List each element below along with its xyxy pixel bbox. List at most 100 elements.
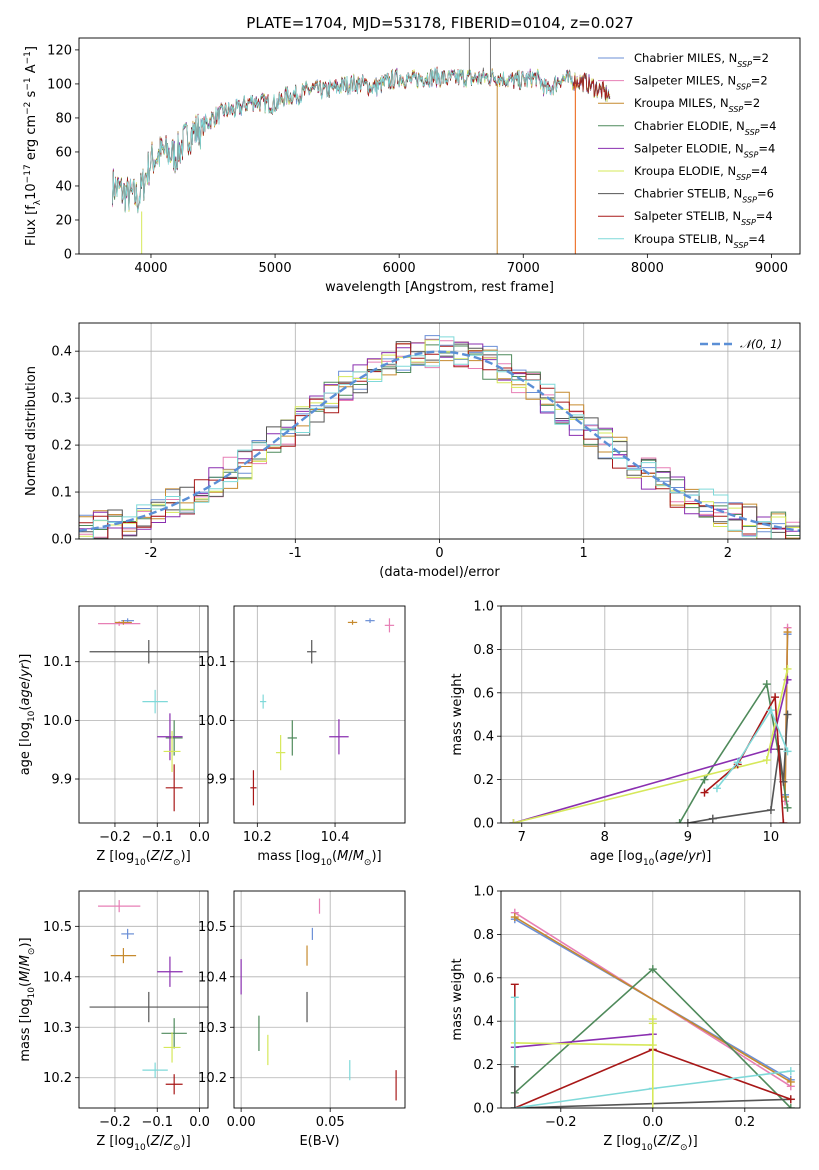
weight-marker: [762, 680, 771, 689]
axes-frame: [500, 890, 801, 1109]
axes-frame: [78, 322, 801, 540]
y-tick-label: 0.2: [473, 1058, 494, 1073]
errorbar-chabrier_elodie: [165, 720, 183, 756]
errorbar-salpeter_stelib: [250, 770, 257, 806]
y-tick-label: 10.3: [198, 1021, 227, 1036]
weight-line-salpeter_elodie: [513, 679, 789, 823]
legend-label: Chabrier ELODIE, NSSP=4: [634, 119, 776, 137]
errorbar-salpeter_elodie: [157, 713, 183, 761]
errorbar-kroupa_miles: [347, 620, 358, 625]
x-tick-label: 2: [724, 546, 732, 561]
y-tick-label: 1.0: [473, 600, 494, 615]
x-tick-label: −0.2: [99, 1115, 131, 1130]
x-tick-label: 8: [601, 830, 609, 845]
weight-line-chabrier_elodie: [678, 681, 789, 823]
errorbar-kroupa_miles: [114, 620, 132, 625]
weight-marker: [733, 758, 742, 767]
y-tick-label: 10.2: [198, 1071, 227, 1086]
errorbar-salpeter_stelib: [165, 1074, 183, 1095]
errorbar-kroupa_stelib: [142, 1062, 168, 1078]
axes-frame: [78, 37, 801, 255]
weight-marker: [675, 819, 684, 823]
y-tick-label: 9.9: [51, 773, 72, 788]
y-axis-label: mass [log10(M/M⊙)]: [18, 937, 37, 1061]
grid: [79, 606, 208, 823]
y-tick-label: 10.3: [43, 1021, 72, 1036]
x-tick-label: 6000: [383, 261, 416, 276]
x-axis-label: age [log10(age/yr)]: [590, 849, 712, 868]
errorbar-kroupa_stelib: [142, 689, 168, 714]
histogram-kroupa_stelib: [79, 336, 800, 539]
x-axis-label: Z [log10(Z/Z⊙)]: [603, 1134, 697, 1153]
normal-curve: [79, 350, 800, 532]
weight-marker: [786, 1077, 795, 1086]
errorbars: [240, 898, 397, 1101]
x-tick-label: 7: [518, 830, 526, 845]
x-axis-label: Z [log10(Z/Z⊙)]: [96, 849, 190, 868]
errorbar-chabrier_elodie: [287, 720, 297, 756]
y-tick-label: 0.0: [473, 817, 494, 832]
errorbar-salpeter_miles: [98, 900, 141, 913]
spectrum-panel: 4000 5000 6000 7000 8000 9000 0 20 40 60 80 100 120 w…: [23, 37, 801, 295]
x-tick-label: 4000: [134, 261, 167, 276]
x-tick-label: 0.0: [189, 830, 210, 845]
x-tick-label: 5000: [259, 261, 292, 276]
x-tick-label: -2: [145, 546, 158, 561]
x-tick-label: 0.2: [734, 1115, 755, 1130]
errorbars: [250, 618, 395, 806]
y-tick-label: 0.0: [51, 533, 72, 548]
x-tick-label: 7000: [507, 261, 540, 276]
errorbar-salpeter_miles: [384, 618, 395, 633]
errorbar-kroupa_elodie: [163, 730, 181, 772]
errorbar-kroupa_elodie: [163, 1032, 181, 1063]
weight-marker: [786, 1095, 795, 1104]
errorbar-kroupa_stelib: [260, 694, 267, 709]
y-tick-label: 0.3: [51, 392, 72, 407]
mass-weight-vs-metallicity-panel: −0.2 0.0 0.2 0.0 0.2 0.4 0.6 0.8 1.0 Z [log10(Z/Z…: [450, 885, 801, 1153]
x-axis-label: (data-model)/error: [379, 565, 500, 580]
x-tick-label: 10: [763, 830, 780, 845]
y-tick-label: 60: [55, 145, 72, 160]
y-tick-label: 10.1: [198, 655, 227, 670]
x-axis-label: mass [log10(M/M⊙)]: [257, 849, 381, 868]
errorbar-chabrier_elodie: [161, 1018, 187, 1049]
errorbar-kroupa_elodie: [275, 735, 286, 771]
weight-line-chabrier_stelib: [687, 714, 789, 823]
x-axis-label: E(B-V): [299, 1134, 339, 1149]
x-tick-label: 10.2: [243, 830, 272, 845]
spectrum-lines: [112, 38, 611, 254]
errorbars: [89, 900, 208, 1095]
axes-frame: [500, 605, 801, 824]
y-tick-label: 10.4: [198, 970, 227, 985]
legend-label: Chabrier MILES, NSSP=2: [634, 51, 769, 69]
x-tick-label: −0.1: [141, 1115, 173, 1130]
weight-line-salpeter_stelib: [703, 694, 785, 823]
y-tick-label: 10.5: [198, 920, 227, 935]
axes-frame: [78, 890, 209, 1109]
x-tick-label: −0.1: [141, 830, 173, 845]
y-tick-label: 10.2: [43, 1071, 72, 1086]
y-tick-label: 0.8: [473, 928, 494, 943]
y-tick-label: 0.4: [473, 730, 494, 745]
weight-marker: [783, 664, 792, 673]
errorbar-chabrier_miles: [121, 928, 134, 939]
grid: [234, 891, 405, 1108]
spectrum-kroupa_stelib: [112, 67, 574, 213]
legend-label: 𝒩(0, 1): [740, 337, 782, 351]
y-tick-label: 10.0: [198, 714, 227, 729]
x-tick-label: −0.2: [99, 830, 131, 845]
histograms: [79, 335, 800, 539]
axes-frame: [78, 605, 209, 824]
weight-marker: [510, 913, 519, 922]
errorbar-salpeter_elodie: [329, 719, 349, 755]
weight-lines: [510, 908, 795, 1108]
x-tick-label: 9000: [755, 261, 788, 276]
x-tick-label: 0.0: [642, 1115, 663, 1130]
weight-marker: [762, 756, 771, 765]
y-axis-label: mass weight: [450, 958, 465, 1040]
y-axis-label: Flux [fλ10−17 erg cm−2 s−1 A−1]: [23, 46, 43, 246]
x-tick-label: 0.0: [189, 1115, 210, 1130]
spectrum-chabrier_miles: [112, 67, 611, 214]
x-tick-label: −0.2: [545, 1115, 577, 1130]
